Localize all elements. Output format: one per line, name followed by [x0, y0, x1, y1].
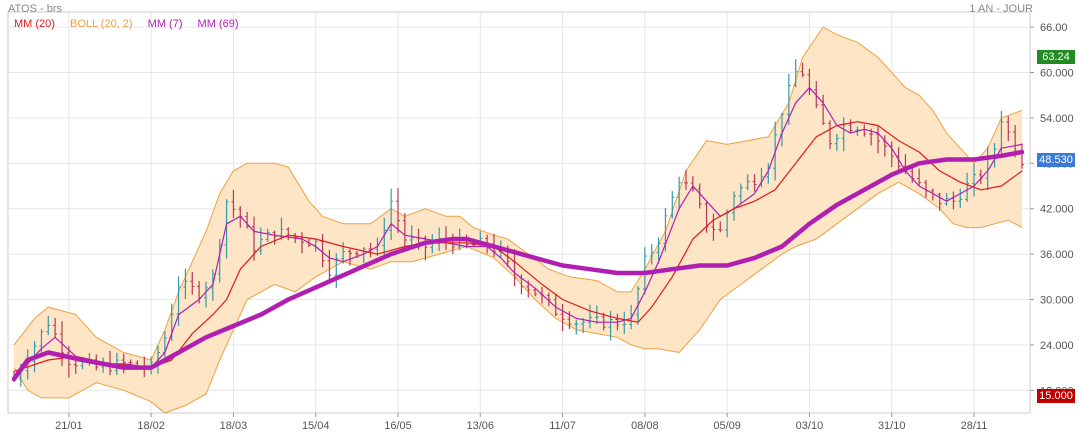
price-bar [533, 288, 538, 297]
price-bar [66, 345, 71, 378]
price-bar [396, 187, 400, 233]
price-bar [800, 62, 805, 78]
price-bar [944, 193, 949, 206]
price-bar [581, 318, 586, 334]
price-bar [917, 168, 922, 187]
chart-title: ATOS - brs [8, 3, 62, 15]
price-bar [560, 303, 565, 331]
x-tick-label: 16/05 [384, 420, 412, 432]
chart-legend: MM (20) BOLL (20, 2) MM (7) MM (69) [14, 18, 251, 30]
price-bar [821, 94, 826, 125]
price-bar [745, 174, 750, 191]
price-bar [1006, 116, 1011, 142]
price-bar [574, 319, 579, 335]
price-bar [348, 249, 352, 266]
y-tick-label: 24.000 [1040, 340, 1074, 352]
price-bar [176, 276, 181, 326]
price-bar [690, 176, 695, 192]
price-bar [190, 271, 195, 295]
y-tick-label: 30.000 [1040, 295, 1074, 307]
price-bar [588, 304, 592, 329]
series-mm-7 [13, 87, 1023, 380]
price-bar [224, 199, 229, 259]
x-tick-label: 03/10 [796, 420, 824, 432]
low-price-tag: 15.000 [1037, 389, 1075, 403]
price-bar [786, 73, 791, 125]
series-mm-20 [13, 121, 1023, 372]
price-bar [341, 242, 346, 264]
y-tick-label: 36.000 [1040, 249, 1074, 261]
legend-mm69[interactable]: MM (69) [197, 18, 239, 30]
price-bar [793, 59, 798, 88]
legend-mm7[interactable]: MM (7) [147, 18, 183, 30]
price-bar [622, 311, 627, 334]
high-price-tag: 63.24 [1037, 50, 1075, 64]
price-bar [841, 117, 846, 152]
chart-period[interactable]: 1 AN - JOUR [969, 3, 1033, 15]
price-bar [553, 293, 558, 317]
price-bar [46, 315, 51, 336]
x-tick-label: 18/02 [137, 420, 165, 432]
y-tick-label: 42.000 [1040, 204, 1074, 216]
price-bar [958, 188, 963, 208]
x-tick-label: 18/03 [220, 420, 248, 432]
price-bar [231, 189, 236, 218]
legend-boll[interactable]: BOLL (20, 2) [70, 18, 133, 30]
price-bar [718, 221, 723, 233]
x-tick-label: 21/01 [55, 420, 83, 432]
y-tick-label: 60.000 [1040, 68, 1074, 80]
price-bar [937, 192, 942, 211]
price-bar [697, 183, 702, 209]
last-price-tag: 48.530 [1037, 153, 1075, 167]
price-bar [183, 268, 188, 300]
price-bar [704, 201, 709, 233]
x-tick-label: 31/10 [878, 420, 906, 432]
price-bar [752, 174, 757, 192]
price-bar [738, 183, 743, 205]
x-tick-label: 13/06 [467, 420, 495, 432]
price-bar [656, 237, 661, 264]
chart-axes: 18.00024.00030.00036.00042.00048.00054.0… [55, 22, 1074, 432]
price-bar [265, 228, 270, 242]
price-bar [204, 281, 208, 308]
price-bar [972, 163, 976, 197]
series-mm-69 [11, 149, 1025, 382]
price-bar [608, 310, 613, 341]
legend-mm20[interactable]: MM (20) [14, 18, 55, 30]
price-bar [402, 213, 407, 251]
price-bar [677, 176, 682, 210]
price-bar [327, 250, 332, 283]
price-bar [684, 170, 688, 190]
price-bar [876, 126, 880, 154]
y-tick-label: 66.00 [1040, 22, 1068, 34]
x-tick-label: 08/08 [631, 420, 659, 432]
price-bar [334, 253, 339, 288]
price-bar [732, 191, 736, 221]
price-bar [546, 292, 551, 307]
price-bar [601, 312, 606, 331]
price-bar [670, 191, 675, 219]
price-bar [834, 133, 839, 152]
bollinger-fill [14, 27, 1022, 413]
price-bar [828, 120, 832, 150]
x-tick-label: 28/11 [961, 420, 988, 432]
x-tick-label: 11/07 [549, 420, 576, 432]
y-tick-label: 54.000 [1040, 113, 1074, 125]
price-bar [848, 119, 853, 133]
price-bar [649, 244, 654, 265]
price-bar [272, 230, 277, 245]
price-bar [389, 188, 394, 241]
x-tick-label: 05/09 [713, 420, 741, 432]
price-bar [245, 211, 250, 229]
price-bar [382, 217, 387, 255]
price-bar [53, 318, 58, 338]
price-bar [594, 305, 599, 325]
x-tick-label: 15/04 [302, 420, 330, 432]
bollinger-lower [13, 181, 1023, 414]
moving-averages [11, 87, 1025, 382]
price-bar [965, 172, 970, 202]
price-bar [711, 213, 716, 241]
